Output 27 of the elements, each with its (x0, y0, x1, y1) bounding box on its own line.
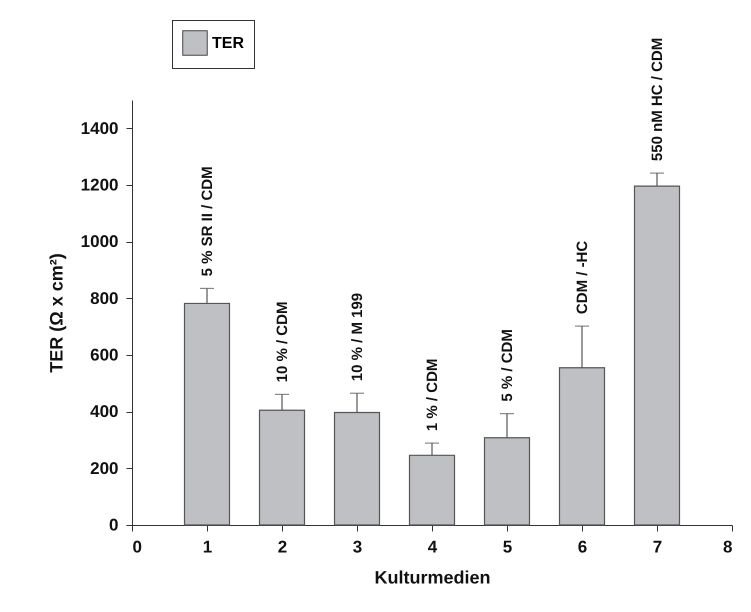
annotation: 550 nM HC / CDM (649, 38, 666, 162)
legend-label: TER (212, 35, 244, 52)
x-tick-label: 5 (502, 538, 512, 556)
y-tick-label: 1400 (80, 118, 118, 138)
y-tick-label: 1200 (80, 176, 118, 194)
x-axis-title: Kulturmedien (374, 568, 491, 588)
x-tick-label: 0 (132, 538, 142, 556)
x-tick-label: 6 (578, 538, 588, 556)
y-tick-label: 200 (90, 458, 118, 478)
x-tick-label: 3 (352, 538, 362, 556)
x-tick-label: 2 (278, 538, 288, 556)
annotation: 10 % / M 199 (349, 292, 366, 382)
y-axis-title: TER (Ω x cm²) (46, 253, 67, 373)
y-tick-label: 1000 (80, 232, 118, 252)
y-tick-label: 800 (90, 288, 118, 308)
x-tick-label: 1 (202, 538, 212, 556)
annotation: 5 % / CDM (499, 329, 516, 402)
annotation: CDM / -HC (574, 240, 591, 314)
x-tick-label: 7 (652, 538, 662, 556)
y-tick-label: 400 (90, 402, 118, 422)
y-tick-label: 600 (90, 346, 118, 364)
annotation: 1 % / CDM (424, 358, 441, 432)
annotation: 10 % / CDM (274, 302, 291, 382)
annotation: 5 % SR II / CDM (199, 166, 216, 276)
y-tick-label: 0 (109, 516, 118, 534)
x-tick-label: 8 (723, 538, 732, 556)
x-tick-label: 4 (428, 538, 438, 556)
